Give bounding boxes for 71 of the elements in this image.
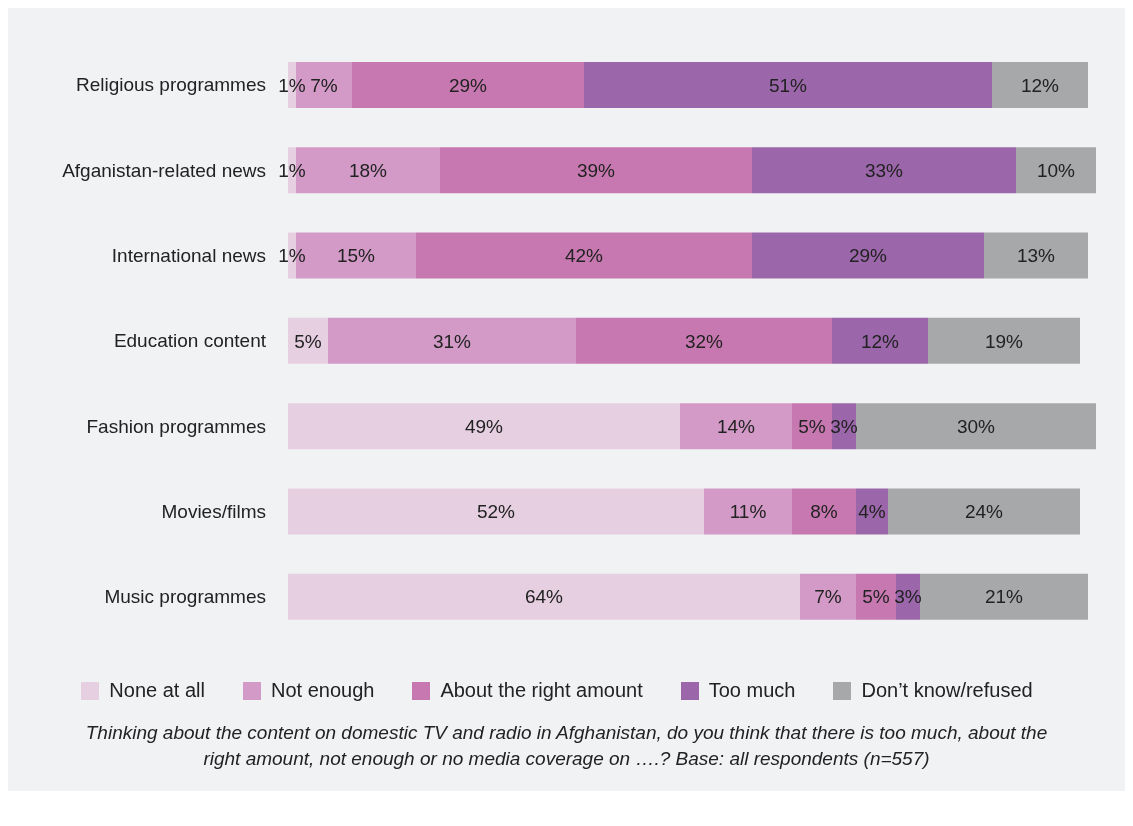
legend-label: None at all [108,679,205,702]
bar [792,488,856,535]
data-label: 30% [956,415,996,437]
data-label: 14% [716,415,756,437]
text: Thinking about the content on domestic TV and radio in Afghanistan, do you think that there is too much, about the right amount, not enough or no media coverage on ….? Base: all respondents (n=557) [84,721,1049,771]
bar [856,403,1096,450]
data-label: 51% [768,74,808,96]
data-label: 1% [278,74,306,96]
y-tick-label: Movies/films [161,500,266,522]
legend-label: Too much [707,679,796,702]
legend-label: Don’t know/refused [860,679,1033,702]
bar [984,232,1088,279]
data-label: 12% [1020,74,1060,96]
data-label: 29% [848,245,888,267]
bar [928,317,1080,364]
y-tick-label: Education content [113,330,267,352]
data-label: 52% [476,501,516,523]
data-label: 42% [564,245,604,267]
data-label: 64% [524,586,564,608]
data-label: 31% [432,330,472,352]
data-label: 21% [984,586,1024,608]
y-tick-label: Music programmes [104,586,266,608]
data-label: 33% [864,160,904,182]
bar [1016,147,1096,194]
y-tick-label: Afganistan-related news [62,159,266,181]
bar [288,403,680,450]
data-label: 24% [964,501,1004,523]
bar [288,488,704,535]
bar [800,573,856,620]
data-label: 8% [810,501,838,523]
data-label: 11% [729,501,767,523]
bar [920,573,1088,620]
data-label: 5% [862,586,890,608]
data-label: 5% [294,330,322,352]
bar [440,147,752,194]
bar [752,147,1016,194]
data-label: 32% [684,330,724,352]
data-label: 3% [894,586,922,608]
data-label: 29% [448,74,488,96]
y-tick-label: International news [111,244,266,266]
bar [704,488,792,535]
bar [992,62,1088,108]
bar [416,232,752,279]
bar [328,317,576,364]
data-label: 3% [830,415,858,437]
data-label: 19% [984,330,1024,352]
data-label: 5% [798,415,826,437]
data-label: 18% [348,160,388,182]
data-label: 4% [858,501,886,523]
bar [888,488,1080,535]
data-label: 39% [576,160,616,182]
data-label: 10% [1036,160,1076,182]
data-label: 7% [814,586,842,608]
bar [352,62,584,108]
bar [832,317,928,364]
bar [576,317,832,364]
bar [752,232,984,279]
data-label: 1% [278,245,306,267]
bar [584,62,992,108]
data-label: 12% [860,330,900,352]
data-label: 1% [278,160,306,182]
data-label: 49% [464,415,504,437]
bar [680,403,792,450]
y-tick-label: Religious programmes [75,74,266,96]
data-label: 15% [336,245,376,267]
y-tick-label: Fashion programmes [86,415,266,437]
legend-label: Not enough [269,679,375,702]
legend-label: About the right amount [439,679,643,702]
bar [288,573,800,620]
data-label: 7% [310,74,338,96]
data-label: 13% [1016,245,1056,267]
